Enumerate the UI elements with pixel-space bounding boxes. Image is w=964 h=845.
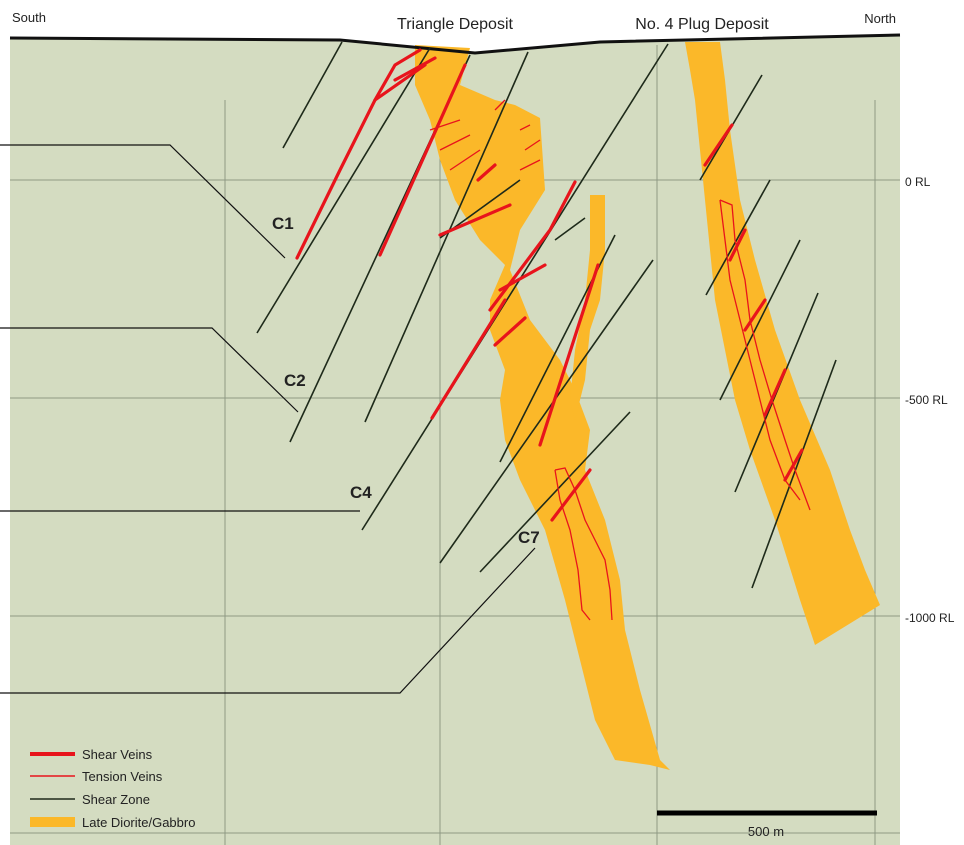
leader-lines <box>0 144 536 694</box>
legend-label: Shear Zone <box>82 792 150 807</box>
legend-label: Tension Veins <box>82 769 163 784</box>
shear-zones <box>256 41 837 589</box>
zone-label: C1 <box>272 214 294 233</box>
tension-veins <box>429 99 811 621</box>
zone-label: C7 <box>518 528 540 547</box>
north-label: North <box>864 11 896 26</box>
diorite-bodies <box>415 42 880 770</box>
shear-veins <box>295 48 804 522</box>
zone-label: C4 <box>350 483 372 502</box>
level-label: -500 RL <box>905 393 948 407</box>
deposit-label: No. 4 Plug Deposit <box>635 16 769 33</box>
level-label: -1000 RL <box>905 611 955 625</box>
surface <box>9 33 901 55</box>
scale-label: 500 m <box>748 824 784 839</box>
ground <box>10 35 900 845</box>
deposit-label: Triangle Deposit <box>397 16 513 33</box>
level-label: 0 RL <box>905 175 931 189</box>
legend: Shear Veins Tension Veins Shear Zone Lat… <box>30 747 195 830</box>
south-label: South <box>12 10 46 25</box>
legend-label: Shear Veins <box>82 747 153 762</box>
zone-label: C2 <box>284 371 306 390</box>
legend-label: Late Diorite/Gabbro <box>82 815 195 830</box>
